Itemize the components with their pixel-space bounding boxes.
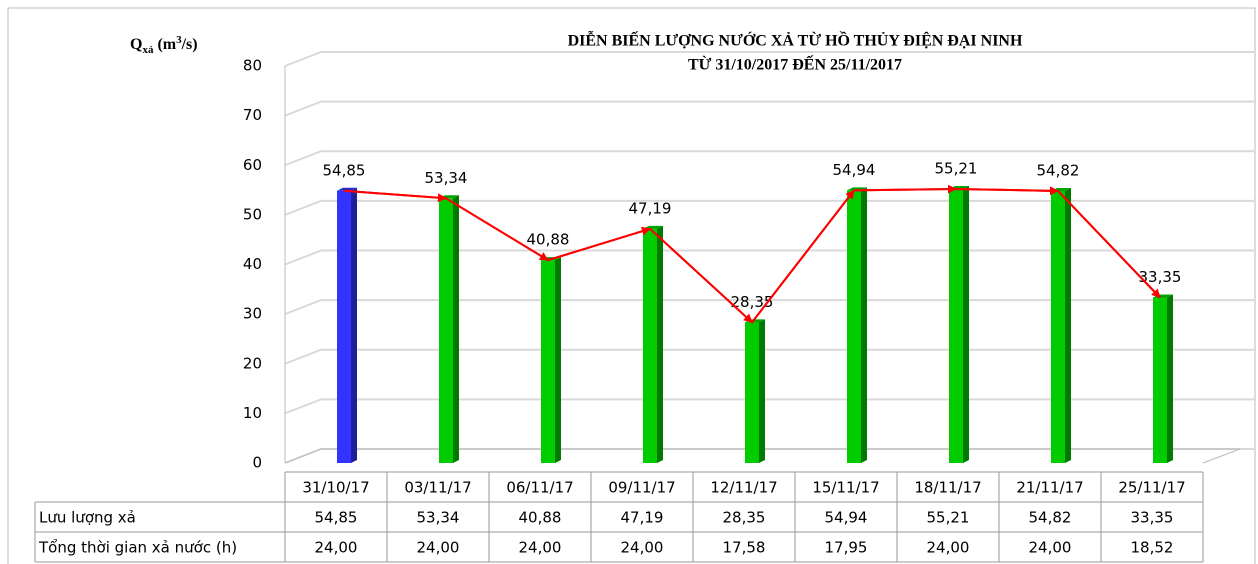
table-cell: 53,34 <box>417 509 460 527</box>
y-tick-label: 0 <box>252 454 262 472</box>
table-cell: 24,00 <box>315 539 358 557</box>
y-tick-label: 60 <box>243 156 262 174</box>
y-tick-label: 40 <box>243 255 262 273</box>
table-cell: 24,00 <box>621 539 664 557</box>
bar <box>847 190 861 464</box>
bar-side <box>351 187 357 463</box>
table-cell: 47,19 <box>621 509 664 527</box>
table-cell: 17,95 <box>825 539 868 557</box>
x-tick-label: 03/11/17 <box>404 479 471 497</box>
y-tick-label: 80 <box>243 57 262 75</box>
chart-frame <box>7 7 1256 564</box>
bar-side <box>1065 187 1071 463</box>
x-tick-label: 09/11/17 <box>608 479 675 497</box>
table-cell: 24,00 <box>927 539 970 557</box>
grid-line <box>284 348 1255 365</box>
table-cell: 33,35 <box>1131 509 1174 527</box>
table-cell: 54,85 <box>315 509 358 527</box>
trend-arrow <box>343 189 447 203</box>
trend-arrow <box>853 184 957 194</box>
bar <box>949 189 963 463</box>
value-label: 40,88 <box>527 231 570 249</box>
bar <box>643 228 657 463</box>
grid-line <box>284 249 1255 266</box>
trend-arrow <box>649 228 753 324</box>
y-label-part: Q <box>130 36 142 53</box>
y-axis-label: Qxả (m3/s) <box>130 34 198 56</box>
value-label: 55,21 <box>935 160 978 178</box>
value-label: 33,35 <box>1139 268 1182 286</box>
bar-top <box>337 187 357 191</box>
x-tick-label: 06/11/17 <box>506 479 573 497</box>
trend-arrow <box>445 197 549 261</box>
value-label: 54,82 <box>1037 161 1080 179</box>
x-tick-label: 25/11/17 <box>1118 479 1185 497</box>
table-cell: 24,00 <box>1029 539 1072 557</box>
x-tick-label: 31/10/17 <box>302 479 369 497</box>
trend-arrow <box>1057 190 1161 299</box>
bar <box>439 198 453 464</box>
grid-line <box>284 299 1255 316</box>
floor <box>284 448 1241 464</box>
y-label-part: (m <box>153 36 176 53</box>
grid-line <box>284 100 1255 117</box>
y-label-part: /s) <box>181 36 198 53</box>
bar <box>1051 190 1065 463</box>
y-tick-label: 70 <box>243 106 262 124</box>
value-label: 53,34 <box>425 169 468 187</box>
table-cell: 18,52 <box>1131 539 1174 557</box>
bar-side <box>861 187 867 464</box>
bar-side <box>453 195 459 464</box>
table-cell: 54,94 <box>825 509 868 527</box>
value-label: 54,85 <box>323 161 366 179</box>
chart-subtitle: TỪ 31/10/2017 ĐẾN 25/11/2017 <box>688 55 902 74</box>
table-cell: 40,88 <box>519 509 562 527</box>
bar <box>745 322 759 463</box>
x-tick-label: 15/11/17 <box>812 479 879 497</box>
grid-line <box>284 51 1255 67</box>
table-cell: 24,00 <box>417 539 460 557</box>
grid-line <box>284 150 1255 167</box>
x-tick-label: 12/11/17 <box>710 479 777 497</box>
trend-arrow <box>547 226 651 262</box>
chart-title: DIỄN BIẾN LƯỢNG NƯỚC XẢ TỪ HỒ THỦY ĐIỆN … <box>568 30 1023 50</box>
bar-side <box>963 186 969 463</box>
bar-side <box>1167 294 1173 463</box>
bar <box>337 190 351 463</box>
y-tick-label: 10 <box>243 404 262 422</box>
value-label: 47,19 <box>629 199 672 217</box>
x-tick-label: 18/11/17 <box>914 479 981 497</box>
bar <box>541 260 555 463</box>
value-label: 54,94 <box>833 161 876 179</box>
trend-arrow <box>955 186 1059 196</box>
grid-line <box>284 398 1255 415</box>
table-cell: 17,58 <box>723 539 766 557</box>
bar-side <box>657 225 663 463</box>
table-cell: 55,21 <box>927 509 970 527</box>
table-cell: 24,00 <box>519 539 562 557</box>
grid-line <box>284 448 1255 464</box>
bar-side <box>555 257 561 463</box>
y-label-part: 3 <box>176 34 182 46</box>
table-cell: 28,35 <box>723 509 766 527</box>
grid-line <box>284 199 1255 216</box>
bar-side <box>759 319 765 463</box>
y-tick-label: 30 <box>243 305 262 323</box>
value-label: 28,35 <box>731 293 774 311</box>
table-row-label: Lưu lượng xả <box>39 509 136 527</box>
bar <box>1153 297 1167 463</box>
y-tick-label: 20 <box>243 354 262 372</box>
y-tick-label: 50 <box>243 205 262 223</box>
y-label-part: xả <box>142 44 154 56</box>
trend-arrow <box>751 189 855 323</box>
table-row-label: Tổng thời gian xả nước (h) <box>38 539 237 557</box>
x-tick-label: 21/11/17 <box>1016 479 1083 497</box>
table-cell: 54,82 <box>1029 509 1072 527</box>
